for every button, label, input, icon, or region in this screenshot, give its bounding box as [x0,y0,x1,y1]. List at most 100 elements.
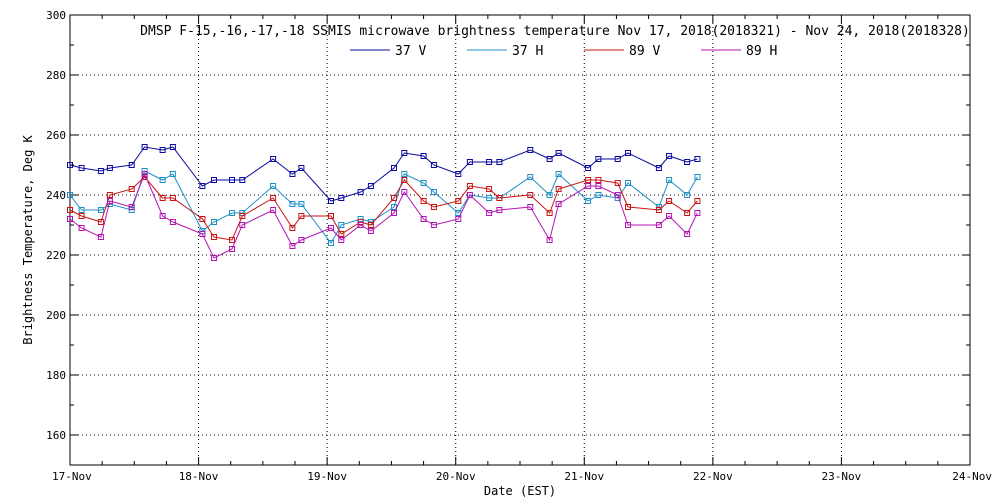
data-point-89-v [694,198,701,204]
data-point-37-h [666,177,673,183]
data-point-37-v [527,147,534,153]
data-point-37-v [239,177,246,183]
data-point-37-v [106,165,113,171]
data-point-89-v [159,195,166,201]
x-tick-label: 24-Nov [952,470,992,483]
x-tick-label: 19-Nov [307,470,347,483]
y-tick-label: 180 [46,369,66,382]
data-point-37-h [97,207,104,213]
data-point-37-v [169,144,176,150]
data-point-37-h [401,171,408,177]
data-point-89-v [614,180,621,186]
data-point-89-v [338,231,345,237]
data-point-37-v [367,183,374,189]
series-line-37-v [69,146,698,202]
data-point-89-h [199,231,206,237]
data-point-37-v [211,177,217,183]
data-point-89-h [655,222,662,228]
x-tick-label: 23-Nov [822,470,862,483]
data-point-89-v [391,195,397,201]
data-point-89-v [420,198,427,204]
data-point-89-h [585,183,592,189]
data-point-89-h [367,228,374,234]
data-point-37-v [357,189,364,195]
data-point-37-v [391,165,397,171]
data-point-89-v [486,186,493,192]
y-tick-label: 300 [46,9,66,22]
data-point-37-v [298,165,305,171]
data-point-37-v [585,165,592,171]
data-point-37-v [684,159,691,165]
data-point-89-h [391,210,397,216]
data-point-37-h [430,189,437,195]
data-point-89-h [401,189,408,195]
data-point-37-h [420,180,427,186]
data-point-89-h [420,216,427,222]
data-point-89-h [106,198,113,204]
x-tick-label: 22-Nov [693,470,733,483]
series [67,144,701,261]
data-point-89-h [239,222,246,228]
data-point-89-h [455,216,462,222]
data-point-89-v [128,186,135,192]
x-tick-label: 21-Nov [564,470,604,483]
y-axis-title: Brightness Temperature, Deg K [21,134,35,344]
data-point-37-v [199,183,206,189]
data-point-37-v [666,153,673,159]
data-point-37-v [555,150,562,156]
data-point-37-v [67,162,73,168]
data-point-89-v [67,207,73,213]
data-point-89-v [546,210,553,216]
data-point-89-v [666,198,673,204]
x-axis-title: Date (EST) [484,484,556,498]
data-point-89-v [211,234,217,240]
data-point-37-v [420,153,427,159]
data-point-89-v [527,192,534,198]
series-line-37-h [69,170,698,244]
data-point-89-v [625,204,631,210]
data-point-89-v [169,195,176,201]
data-point-89-h [169,219,176,225]
data-point-37-v [338,195,345,201]
data-point-89-v [97,219,104,225]
data-point-89-v [298,213,305,219]
x-tick-label: 18-Nov [179,470,219,483]
legend-label-89-h: 89 H [746,44,777,59]
data-point-89-v [684,210,691,216]
data-point-89-h [527,204,534,210]
data-point-37-v [270,156,277,162]
data-point-37-v [328,198,334,204]
data-point-37-v [595,156,602,162]
data-point-89-h [270,207,277,213]
series-line-89-v [69,176,698,241]
data-point-37-h [625,180,631,186]
data-point-37-h [546,192,553,198]
data-point-89-h [614,192,621,198]
data-point-89-v [270,195,277,201]
data-point-89-h [357,222,364,228]
x-tick-label: 20-Nov [436,470,476,483]
data-point-37-v [625,150,631,156]
data-point-89-v [199,216,206,222]
data-point-37-h [229,210,235,216]
data-point-37-h [78,207,85,213]
axis-ticks: 160 180 200 220 240 260 280 300 17-Nov 18-Nov 19-N… [46,9,992,483]
x-tick-label: 17-Nov [52,470,92,483]
data-point-37-h [338,222,345,228]
data-point-89-h [298,237,305,243]
data-point-89-h [211,255,217,261]
data-point-37-v [78,165,85,171]
data-point-37-h [289,201,296,207]
data-point-89-v [555,186,562,192]
data-point-37-v [141,144,148,150]
data-point-89-h [430,222,437,228]
data-point-89-h [486,210,493,216]
data-point-37-v [229,177,235,183]
y-tick-label: 260 [46,129,66,142]
data-point-89-h [229,246,235,252]
data-point-37-h [684,192,691,198]
data-point-89-h [625,222,631,228]
y-tick-label: 280 [46,69,66,82]
